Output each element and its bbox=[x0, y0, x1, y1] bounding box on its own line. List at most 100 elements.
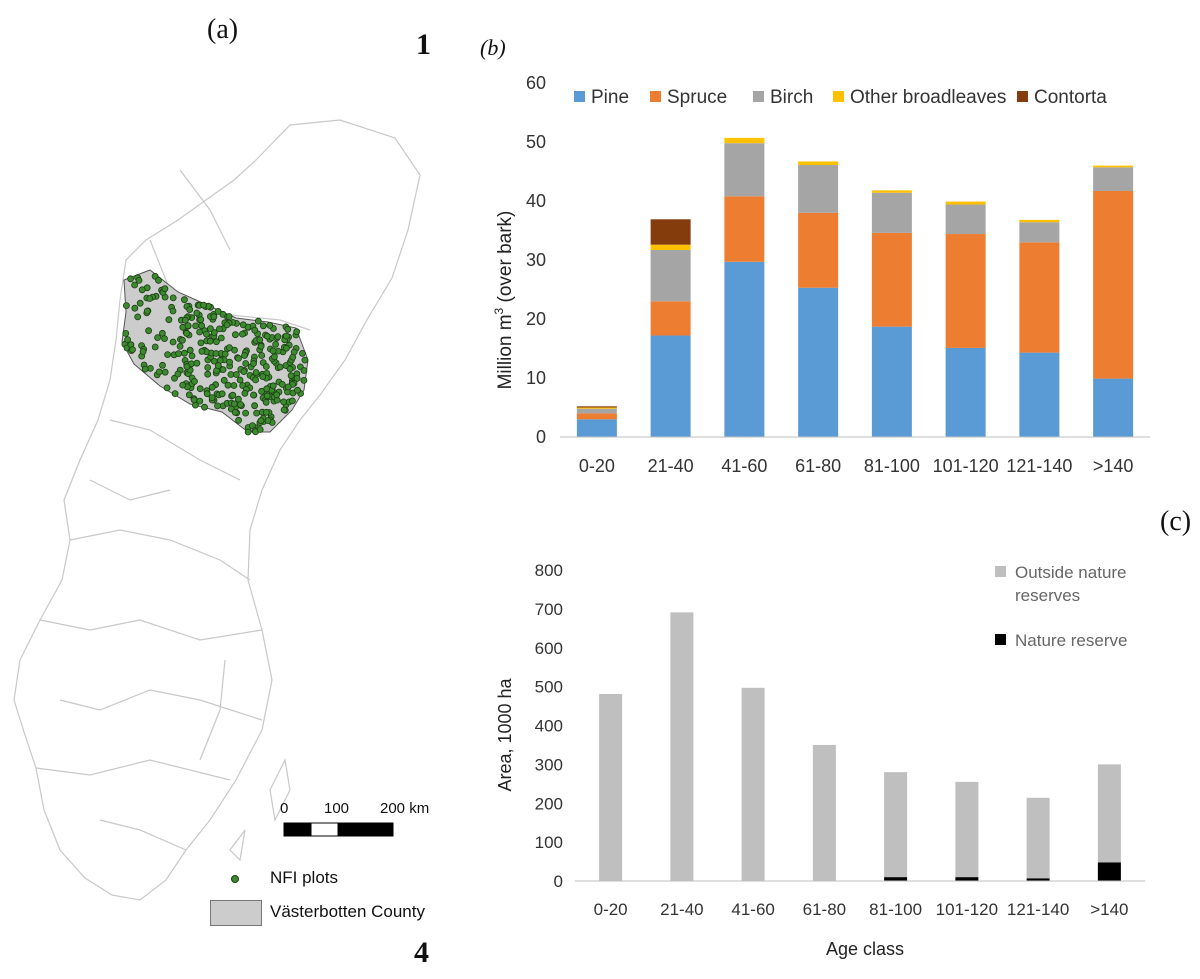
panel-a-label: (a) bbox=[207, 14, 239, 45]
bar-spruce bbox=[798, 212, 839, 288]
nfi-plot-dot bbox=[264, 417, 272, 425]
nfi-plot-dot bbox=[252, 369, 260, 376]
chart-c-x-tick: 0-20 bbox=[594, 900, 628, 919]
nfi-plot-dot bbox=[214, 307, 222, 315]
chart-c-y-tick: 200 bbox=[535, 794, 563, 813]
chart-c-legend-label: Outside nature bbox=[1015, 563, 1127, 582]
nfi-plot-dot bbox=[225, 313, 233, 320]
nfi-plot-dot bbox=[155, 276, 162, 284]
nfi-plot-dot bbox=[129, 346, 136, 354]
chart-c-y-tick: 0 bbox=[554, 872, 563, 891]
chart-b-x-tick: 41-60 bbox=[721, 456, 767, 476]
nfi-plot-dot bbox=[159, 361, 166, 369]
nfi-plot-dot bbox=[179, 381, 187, 389]
nfi-plot-dot bbox=[280, 398, 288, 406]
bar-spruce bbox=[871, 232, 912, 327]
chart-c-x-tick: 81-100 bbox=[869, 900, 922, 919]
chart-c-x-axis-label: Age class bbox=[826, 939, 904, 959]
nfi-plot-dot bbox=[161, 285, 169, 293]
chart-c-y-tick: 800 bbox=[535, 561, 563, 580]
nfi-plot-dot bbox=[300, 367, 308, 374]
scale-label-200: 200 km bbox=[380, 800, 430, 817]
nfi-plot-dot bbox=[197, 316, 205, 324]
nfi-plot-dot bbox=[244, 428, 252, 436]
chart-c-x-tick: 41-60 bbox=[731, 900, 774, 919]
bar-pine bbox=[798, 287, 839, 437]
bar-birch bbox=[945, 204, 986, 235]
nfi-plot-dot bbox=[198, 347, 206, 355]
chart-c-y-tick: 600 bbox=[535, 639, 563, 658]
nfi-plot-dot bbox=[208, 394, 216, 402]
nfi-plot-dot bbox=[293, 328, 301, 336]
nfi-plot-dot bbox=[290, 348, 298, 356]
scale-bar bbox=[283, 822, 394, 837]
nfi-plot-dot bbox=[293, 374, 301, 382]
nfi-plot-dot bbox=[174, 370, 182, 378]
nfi-plot-dot bbox=[226, 358, 234, 366]
nfi-plot-dot bbox=[206, 325, 214, 333]
bar-outside-nature-reserves bbox=[955, 781, 979, 878]
nfi-plot-dot bbox=[278, 380, 286, 388]
nfi-plot-dot bbox=[256, 336, 264, 344]
nfi-plot-dot bbox=[238, 330, 246, 338]
nfi-plot-dot bbox=[208, 383, 216, 391]
nfi-plot-dot bbox=[262, 408, 270, 416]
nfi-plot-dot bbox=[259, 373, 267, 381]
nfi-plot-dot bbox=[253, 409, 261, 417]
nfi-plot-dot bbox=[235, 416, 243, 424]
nfi-plot-dot bbox=[214, 362, 222, 370]
nfi-plot-dot bbox=[300, 376, 308, 384]
nfi-plot-dot bbox=[284, 325, 292, 333]
nfi-plot-dot bbox=[257, 417, 265, 425]
legend-label-contorta: Contorta bbox=[1034, 87, 1107, 108]
nfi-plot-dot bbox=[230, 400, 238, 408]
nfi-plot-dot bbox=[169, 307, 177, 315]
chart-b-y-tick: 50 bbox=[526, 132, 546, 152]
legend-swatch-spruce bbox=[650, 91, 661, 102]
chart-b-y-tick: 0 bbox=[536, 427, 546, 447]
chart-b-y-tick: 10 bbox=[526, 368, 546, 388]
nfi-plot-dot bbox=[178, 336, 186, 344]
nfi-plot-dot bbox=[280, 406, 288, 414]
nfi-plot-dot bbox=[212, 350, 220, 357]
chart-c-legend-swatch bbox=[995, 566, 1006, 577]
bar-outside-nature-reserves bbox=[1097, 764, 1121, 863]
nfi-plot-dot bbox=[185, 391, 193, 399]
chart-b-x-tick: 121-140 bbox=[1006, 456, 1072, 476]
bar-other-broadleaves bbox=[724, 137, 765, 144]
nfi-plot-dot bbox=[256, 426, 264, 433]
nfi-plot-dot bbox=[221, 350, 229, 358]
nfi-plot-dot bbox=[190, 396, 198, 404]
nfi-plot-dot bbox=[204, 370, 212, 378]
legend-label-pine: Pine bbox=[591, 87, 629, 108]
nfi-plot-dot bbox=[269, 347, 277, 355]
nfi-plot-dot bbox=[263, 332, 271, 340]
chart-b-x-tick: 61-80 bbox=[795, 456, 841, 476]
bar-nature-reserve bbox=[1026, 878, 1050, 881]
page-number-top: 1 bbox=[416, 28, 431, 61]
chart-c-y-tick: 100 bbox=[535, 833, 563, 852]
nfi-plot-dot bbox=[135, 276, 143, 284]
nfi-plot-dot bbox=[169, 338, 177, 346]
nfi-plot-dot bbox=[229, 391, 237, 399]
nfi-plot-dot bbox=[186, 306, 194, 314]
nfi-plot-dot bbox=[145, 327, 153, 335]
nfi-plot-dot bbox=[206, 337, 214, 345]
bar-birch bbox=[576, 408, 617, 414]
sweden-map bbox=[13, 119, 421, 901]
bar-pine bbox=[576, 419, 617, 437]
nfi-plot-dot bbox=[231, 331, 239, 339]
bar-spruce bbox=[1093, 190, 1134, 379]
bar-other-broadleaves bbox=[871, 190, 912, 193]
bar-spruce bbox=[576, 413, 617, 420]
nfi-plot-dot bbox=[276, 363, 284, 371]
nfi-plot-dot bbox=[196, 328, 204, 336]
nfi-plot-dot bbox=[232, 371, 240, 378]
nfi-plot-dot bbox=[284, 383, 292, 391]
chart-b-x-tick: 0-20 bbox=[579, 456, 615, 476]
nfi-plot-dot bbox=[269, 382, 277, 390]
nfi-plot-dot bbox=[235, 354, 242, 362]
nfi-plot-dot bbox=[183, 329, 191, 337]
nfi-plot-dot bbox=[188, 352, 196, 360]
nfi-plot-dot bbox=[134, 313, 142, 321]
